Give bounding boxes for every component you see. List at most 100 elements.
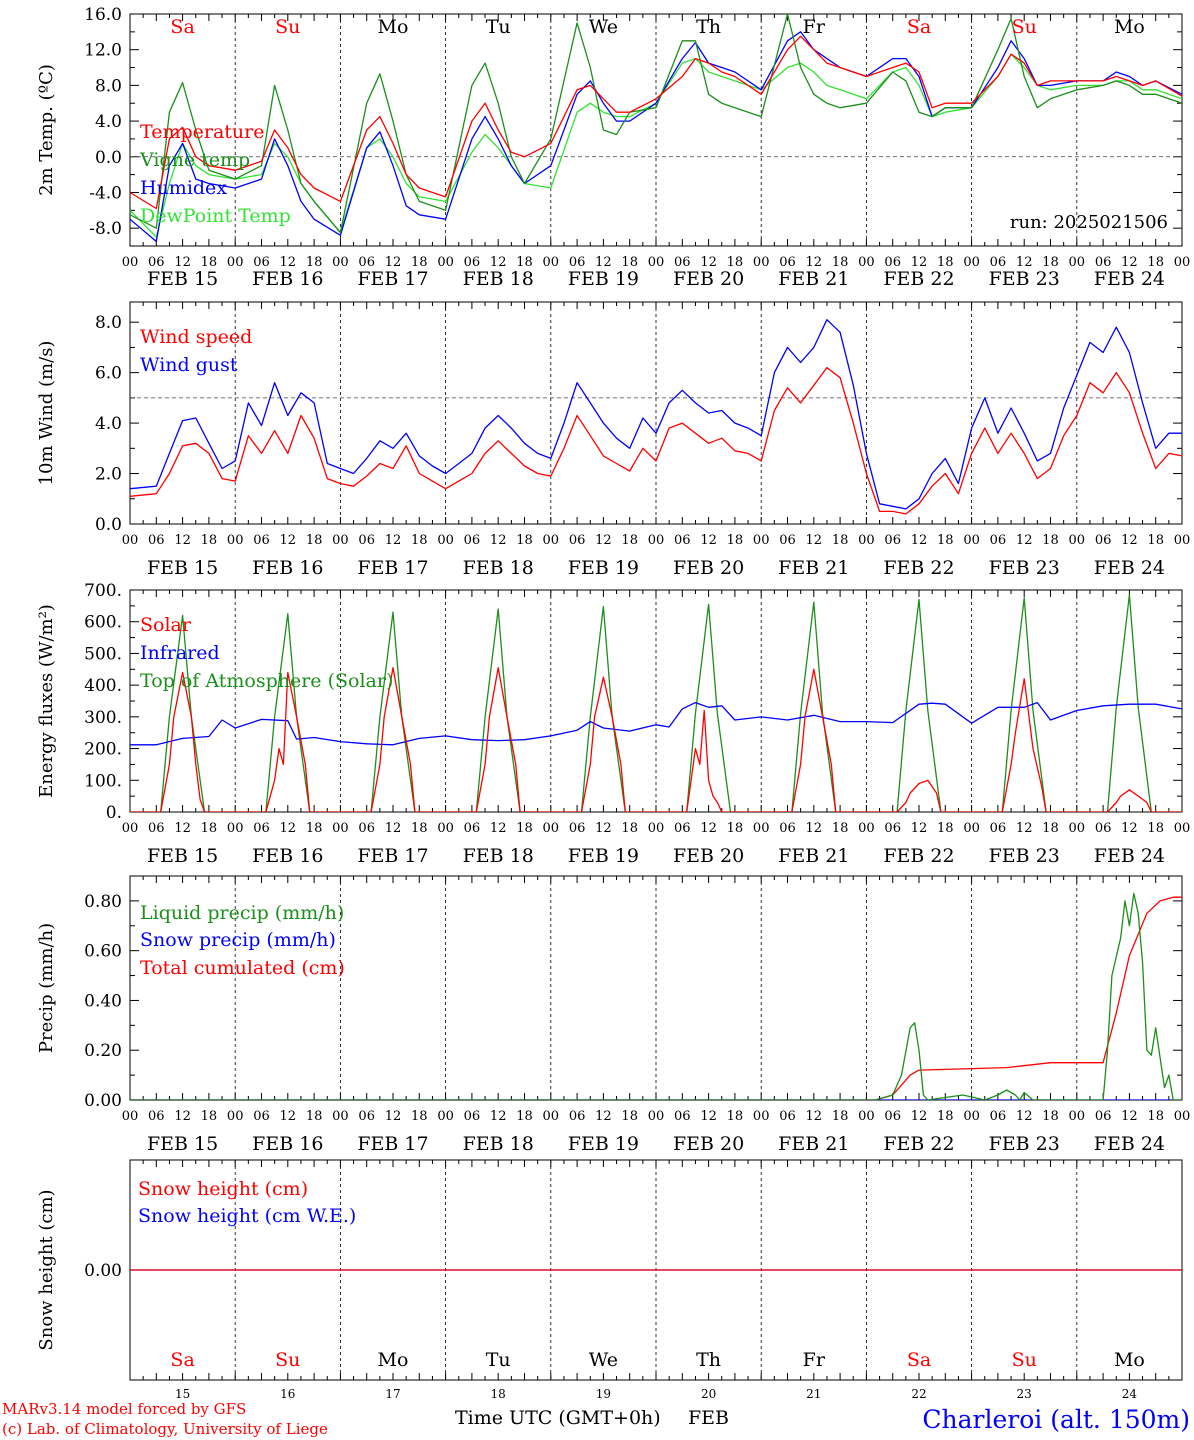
x-hour-label: 12 (806, 255, 823, 270)
x-hour-label: 12 (595, 533, 612, 548)
day-abbr-label: Fr (803, 16, 826, 38)
x-hour-label: 00 (122, 255, 139, 270)
x-hour-label: 00 (1069, 255, 1086, 270)
day-abbr-label: Mo (1114, 16, 1145, 38)
x-hour-label: 06 (1095, 255, 1112, 270)
day-abbr-label: We (589, 16, 618, 38)
x-date-label: FEB 16 (252, 268, 323, 290)
y-tick-label: 16.0 (84, 5, 122, 25)
x-hour-label: 00 (437, 533, 454, 548)
x-hour-label: 18 (516, 821, 533, 836)
x-date-label: FEB 24 (1094, 557, 1165, 579)
x-hour-label: 06 (148, 821, 165, 836)
day-number-label: 19 (596, 1387, 611, 1401)
x-hour-label: 18 (516, 255, 533, 270)
x-hour-label: 18 (516, 533, 533, 548)
legend-entry: Snow precip (mm/h) (140, 929, 336, 951)
x-hour-label: 06 (884, 255, 901, 270)
x-hour-label: 18 (727, 1109, 744, 1124)
x-hour-label: 12 (595, 1109, 612, 1124)
x-hour-label: 12 (806, 1109, 823, 1124)
x-hour-label: 12 (174, 1109, 191, 1124)
day-abbr-label: Sa (170, 1349, 194, 1371)
x-hour-label: 06 (779, 1109, 796, 1124)
y-tick-label: 0.0 (95, 148, 122, 168)
x-hour-label: 00 (437, 1109, 454, 1124)
x-hour-label: 06 (464, 821, 481, 836)
x-hour-label: 18 (937, 255, 954, 270)
x-hour-label: 18 (1042, 821, 1059, 836)
x-hour-label: 18 (201, 255, 218, 270)
day-abbr-label: Mo (1114, 1349, 1145, 1371)
x-hour-label: 06 (1095, 1109, 1112, 1124)
day-abbr-label: Su (275, 16, 300, 38)
x-hour-label: 18 (621, 255, 638, 270)
copyright-credit: (c) Lab. of Climatology, University of L… (2, 1420, 328, 1438)
x-hour-label: 12 (806, 533, 823, 548)
x-hour-label: 18 (1042, 1109, 1059, 1124)
y-tick-label: 2.0 (95, 465, 122, 485)
x-hour-label: 12 (1016, 821, 1033, 836)
x-hour-label: 18 (306, 1109, 323, 1124)
x-hour-label: 18 (411, 533, 428, 548)
x-hour-label: 06 (464, 255, 481, 270)
x-hour-label: 06 (779, 821, 796, 836)
x-date-label: FEB 24 (1094, 845, 1165, 867)
x-hour-label: 18 (306, 255, 323, 270)
x-date-label: FEB 15 (147, 845, 218, 867)
x-date-label: FEB 18 (463, 557, 534, 579)
x-date-label: FEB 23 (989, 1133, 1060, 1155)
x-hour-label: 18 (306, 821, 323, 836)
x-hour-label: 06 (358, 1109, 375, 1124)
y-axis-label: 10m Wind (m/s) (36, 341, 57, 486)
x-hour-label: 18 (832, 1109, 849, 1124)
x-hour-label: 06 (779, 255, 796, 270)
x-date-label: FEB 19 (568, 1133, 639, 1155)
day-abbr-label: Mo (378, 1349, 409, 1371)
x-hour-label: 00 (648, 1109, 665, 1124)
x-hour-label: 00 (437, 255, 454, 270)
series-group (130, 14, 1182, 243)
x-hour-label: 06 (990, 255, 1007, 270)
x-hour-label: 18 (1147, 821, 1164, 836)
series-group (130, 892, 1182, 1100)
day-number-label: 21 (806, 1387, 821, 1401)
x-hour-label: 12 (806, 821, 823, 836)
day-abbr-label: Th (696, 1349, 721, 1371)
legend-entry: Wind speed (140, 326, 252, 348)
x-hour-label: 00 (858, 255, 875, 270)
x-hour-label: 06 (884, 1109, 901, 1124)
x-date-label: FEB 19 (568, 268, 639, 290)
y-axis-label: Snow height (cm) (36, 1189, 57, 1350)
x-hour-label: 00 (227, 533, 244, 548)
x-hour-label: 06 (779, 533, 796, 548)
x-hour-label: 12 (911, 1109, 928, 1124)
x-hour-label: 06 (148, 533, 165, 548)
y-tick-label: 0.00 (84, 1261, 122, 1281)
x-hour-label: 18 (727, 255, 744, 270)
y-tick-label: -8.0 (89, 219, 122, 239)
x-hour-label: 12 (490, 533, 507, 548)
panel-4: 0.00 0.20 0.40 0.60 0.80 Precip (mm/h) Liquid … (36, 875, 1190, 1155)
panel-1: -8.0 -4.0 0.0 4.0 8.0 12.0 16.0 2m Temp. (ºC) Te… (36, 5, 1190, 290)
legend-entry: Humidex (140, 177, 227, 199)
day-abbr-label: Sa (170, 16, 194, 38)
x-hour-label: 18 (411, 1109, 428, 1124)
station-label: Charleroi (alt. 150m) (922, 1405, 1190, 1434)
x-hour-label: 06 (569, 255, 586, 270)
x-hour-label: 18 (1147, 255, 1164, 270)
x-date-label: FEB 16 (252, 557, 323, 579)
x-hour-label: 18 (937, 533, 954, 548)
x-hour-label: 18 (727, 533, 744, 548)
x-hour-label: 06 (148, 255, 165, 270)
x-hour-label: 06 (1095, 821, 1112, 836)
x-hour-label: 18 (832, 821, 849, 836)
legend-entry: Solar (140, 614, 192, 636)
y-tick-label: 0.80 (84, 892, 122, 912)
x-hour-label: 12 (1016, 255, 1033, 270)
x-date-label: FEB 21 (778, 557, 849, 579)
x-date-label: FEB 17 (357, 845, 428, 867)
x-hour-label: 00 (648, 533, 665, 548)
y-tick-label: 8.0 (95, 313, 122, 333)
model-credit: MARv3.14 model forced by GFS (2, 1400, 246, 1418)
